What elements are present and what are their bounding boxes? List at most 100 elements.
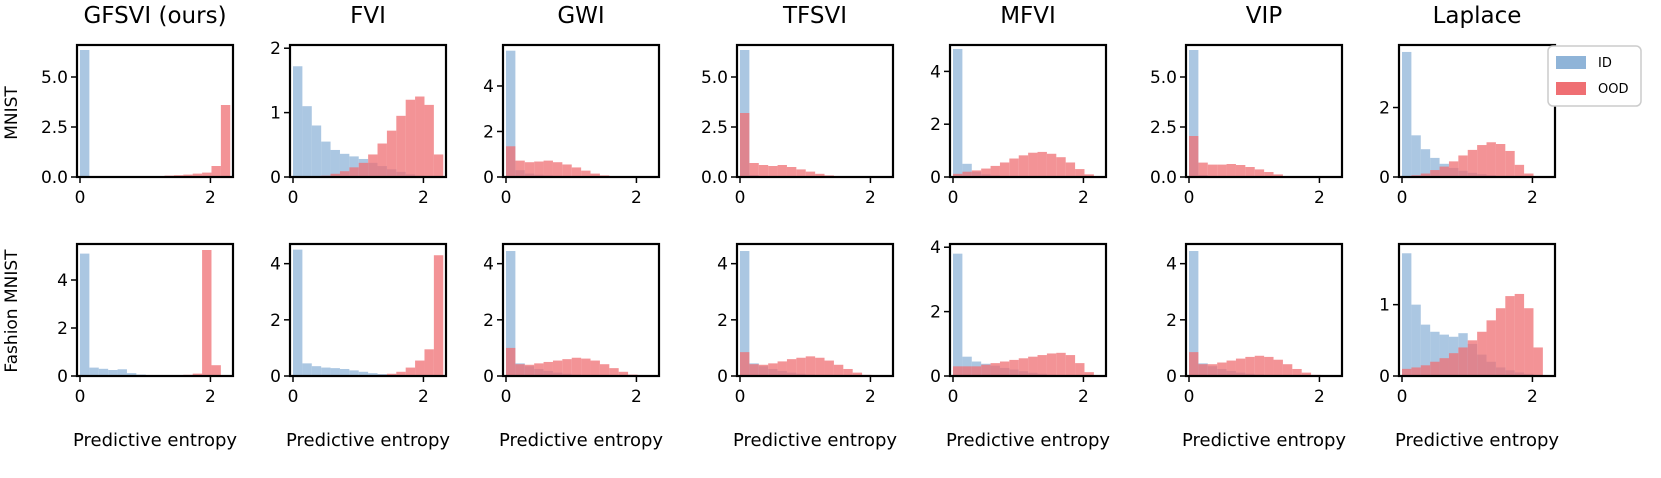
bar-ood-r0-c5-b5	[1235, 165, 1246, 177]
bar-ood-r0-c6-b11	[1505, 150, 1515, 177]
panel-frame-r0-c0	[75, 43, 235, 179]
x-tick-label-r1-c6-2: 2	[1527, 387, 1538, 407]
y-tick-label-r1-c3-1: 2	[717, 311, 728, 331]
bar-ood-r0-c2-b8	[581, 170, 591, 177]
bar-ood-r0-c2-b5	[552, 162, 563, 177]
panel-frame-r1-c0	[75, 242, 235, 378]
bar-ood-r0-c5-b9	[1273, 174, 1283, 177]
bar-ood-r1-c3-b2	[758, 364, 769, 376]
x-tick-label-r1-c4-0: 0	[948, 387, 959, 407]
row-label-mnist: MNIST	[2, 86, 22, 140]
bar-id-r1-c1-b0	[293, 249, 303, 376]
bar-ood-r1-c2-b10	[599, 364, 610, 376]
x-tick-label-r1-c1-0: 0	[288, 387, 299, 407]
panel-r0-c5: 0 2 0.0 2.5 5.0	[1150, 43, 1344, 208]
bar-ood-r0-c5-b7	[1254, 169, 1265, 177]
bar-ood-r0-c3-b7	[805, 171, 816, 177]
row-label-fashion-mnist: Fashion MNIST	[2, 249, 22, 373]
y-tick-label-r0-c5-0: 0.0	[1150, 168, 1177, 188]
bar-ood-r1-c4-b3	[981, 364, 991, 376]
panel-r0-c6: 0 2 0 2	[1379, 43, 1557, 208]
y-tick-label-r1-c0-2: 4	[57, 271, 68, 291]
bar-ood-r1-c4-b5	[999, 361, 1010, 376]
panel-r1-c2: 0 2 0 2 4 Predictive entropy	[483, 242, 663, 451]
y-tick-label-r1-c2-0: 0	[483, 367, 494, 387]
x-tick-label-r1-c2-2: 2	[631, 387, 642, 407]
bar-ood-r0-c4-b7	[1018, 155, 1029, 177]
bar-ood-r0-c4-b9	[1037, 151, 1047, 177]
panel-frame-r0-c6	[1397, 43, 1557, 179]
y-tick-label-r1-c5-1: 2	[1166, 311, 1177, 331]
bar-ood-r1-c5-b0	[1189, 352, 1199, 376]
panel-r1-c4: 0 2 0 2 4 Predictive entropy	[930, 238, 1110, 451]
bar-ood-r0-c1-b9	[377, 143, 387, 177]
x-axis-label-c6: Predictive entropy	[1395, 430, 1559, 451]
bar-ood-r0-c3-b6	[796, 169, 806, 177]
panel-frame-r1-c5	[1184, 242, 1344, 378]
bar-ood-r1-c2-b11	[609, 368, 619, 376]
bar-ood-r1-c6-b4	[1439, 358, 1449, 376]
bar-ood-r1-c3-b1	[749, 364, 759, 376]
bar-id-r1-c0-b0	[80, 253, 90, 376]
bar-ood-r1-c4-b10	[1046, 353, 1057, 376]
bar-ood-r0-c0-b11	[183, 174, 193, 177]
x-tick-label-r1-c3-2: 2	[865, 387, 876, 407]
panel-r0-c1: 0 2 0 1 2	[270, 39, 448, 208]
bar-ood-r0-c1-b15	[433, 154, 444, 177]
bar-id-r1-c0-b3	[108, 370, 118, 376]
bar-ood-r1-c4-b8	[1028, 356, 1038, 376]
bar-ood-r1-c1-b10	[386, 373, 397, 376]
y-tick-label-r0-c2-2: 4	[483, 77, 494, 97]
bar-ood-r1-c6-b11	[1505, 296, 1515, 376]
bar-ood-r1-c5-b10	[1282, 364, 1293, 376]
bar-ood-r0-c6-b3	[1430, 170, 1440, 177]
y-tick-label-r1-c4-2: 4	[930, 238, 941, 258]
bar-id-r1-c2-b0	[506, 251, 516, 376]
x-tick-label-r0-c3-2: 2	[865, 188, 876, 208]
bar-ood-r1-c3-b8	[815, 357, 825, 376]
x-tick-label-r0-c4-0: 0	[948, 188, 959, 208]
column-title-3: TFSVI	[782, 3, 847, 29]
x-tick-label-r0-c1-2: 2	[418, 188, 429, 208]
bar-ood-r1-c4-b0	[953, 366, 963, 376]
bar-id-r0-c4-b0	[953, 48, 963, 178]
y-tick-label-r1-c1-1: 2	[270, 311, 281, 331]
bar-ood-r0-c1-b6	[349, 167, 359, 177]
bar-ood-r1-c2-b5	[552, 360, 563, 376]
bar-ood-r0-c6-b5	[1448, 161, 1459, 177]
bar-ood-r1-c3-b7	[805, 356, 816, 376]
bar-ood-r0-c2-b4	[543, 160, 553, 177]
y-tick-label-r0-c3-1: 2.5	[701, 118, 728, 138]
legend-box	[1547, 45, 1642, 107]
bar-ood-r1-c6-b12	[1514, 293, 1525, 376]
bar-id-r1-c1-b7	[358, 371, 369, 376]
bar-ood-r1-c4-b4	[990, 363, 1000, 376]
bar-ood-r0-c0-b15	[220, 105, 231, 177]
bar-ood-r0-c2-b1	[515, 160, 525, 177]
bar-ood-r1-c2-b0	[506, 347, 516, 376]
panel-r0-c2: 0 2 0 2 4	[483, 43, 661, 208]
x-tick-label-r0-c5-2: 2	[1314, 188, 1325, 208]
bar-ood-r0-c3-b5	[786, 167, 797, 177]
column-title-0: GFSVI (ours)	[83, 3, 226, 29]
y-tick-label-r1-c1-2: 4	[270, 255, 281, 275]
bar-id-r1-c1-b8	[368, 373, 378, 376]
bar-ood-r0-c5-b3	[1217, 164, 1227, 177]
x-tick-label-r0-c3-0: 0	[735, 188, 746, 208]
bar-ood-r0-c5-b6	[1245, 167, 1255, 177]
bar-ood-r1-c6-b10	[1495, 308, 1506, 376]
bar-ood-r0-c2-b2	[524, 162, 535, 177]
bar-ood-r0-c4-b5	[999, 162, 1010, 177]
x-tick-label-r1-c5-2: 2	[1314, 387, 1325, 407]
bar-ood-r1-c2-b1	[515, 364, 525, 376]
bar-ood-r1-c2-b12	[618, 371, 629, 376]
bar-ood-r0-c2-b9	[590, 173, 600, 177]
bar-ood-r1-c5-b6	[1245, 356, 1255, 376]
bar-ood-r1-c5-b2	[1207, 364, 1218, 376]
legend-swatch-ood	[1556, 82, 1586, 95]
panel-r1-c1: 0 2 0 2 4 Predictive entropy	[270, 242, 450, 451]
bar-ood-r0-c4-b8	[1028, 152, 1038, 177]
x-tick-label-r0-c6-2: 2	[1527, 188, 1538, 208]
x-tick-label-r1-c1-2: 2	[418, 387, 429, 407]
bar-ood-r1-c3-b12	[852, 372, 863, 376]
